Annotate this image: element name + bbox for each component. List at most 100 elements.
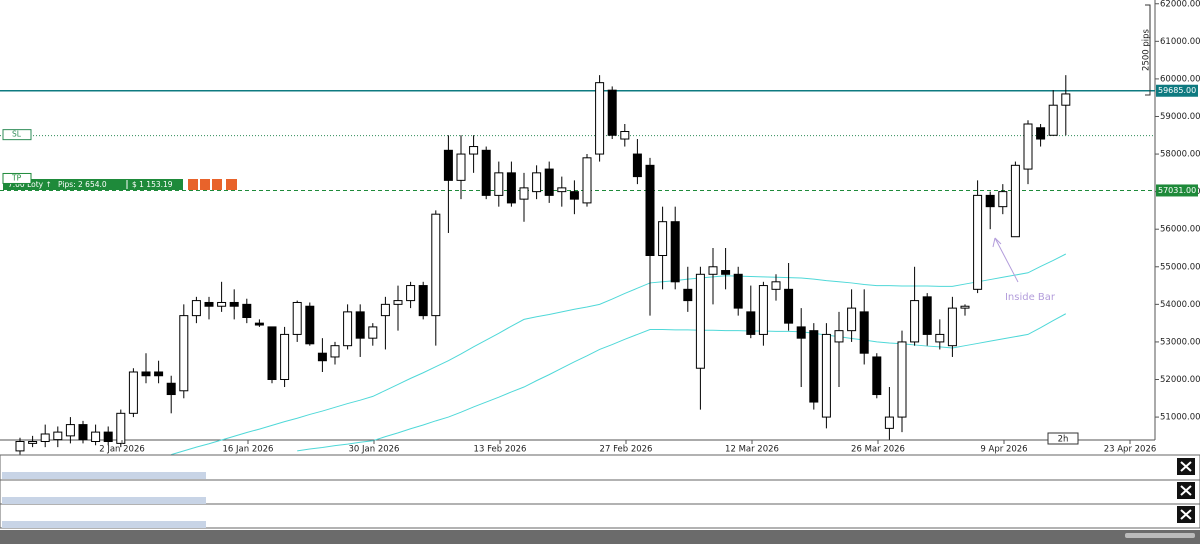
candle-body — [897, 341, 907, 418]
candle-body — [758, 285, 768, 335]
candle-body — [204, 301, 214, 307]
candle-body — [910, 300, 920, 343]
candle-body — [632, 153, 642, 178]
candle-body — [267, 326, 277, 381]
scrollbar[interactable] — [0, 530, 1200, 544]
y-tick-label: 55000.00 — [1160, 262, 1200, 272]
level-name-box — [2, 172, 32, 184]
candle-body — [960, 305, 970, 309]
candle-body — [506, 172, 516, 204]
candle-body — [532, 172, 542, 193]
candle-body — [695, 273, 705, 369]
price-label: 59685.00 — [1158, 86, 1196, 95]
candle-body — [884, 416, 894, 429]
y-tick-label: 53000.00 — [1160, 337, 1200, 347]
bottom-panels — [0, 454, 1200, 544]
candle-body — [91, 431, 101, 443]
level-name: TP — [11, 173, 22, 182]
y-tick-label: 59000.00 — [1160, 112, 1200, 122]
candle-body — [242, 303, 252, 319]
position-bar[interactable] — [3, 179, 183, 190]
close-icon — [1180, 485, 1192, 496]
candle-body — [280, 333, 290, 381]
candle-body — [481, 149, 491, 196]
y-tick-label: 54000.00 — [1160, 300, 1200, 310]
candle-body — [569, 191, 579, 200]
candle-body — [595, 82, 605, 155]
candle-body — [217, 301, 227, 307]
candle-body — [456, 153, 466, 181]
x-tick-label: 2 Jan 2026 — [99, 445, 145, 455]
candle-body — [53, 431, 63, 441]
candle-body — [1023, 123, 1033, 170]
level-name: SL — [12, 130, 22, 139]
x-tick-label: 13 Feb 2026 — [474, 445, 527, 455]
candle-body — [78, 424, 88, 441]
candle-body — [406, 285, 416, 302]
candle-body — [443, 149, 453, 181]
candle-body — [859, 311, 869, 354]
icon-button[interactable] — [188, 179, 198, 190]
level-name-box — [2, 129, 32, 141]
candle-body — [872, 356, 882, 396]
candle-body — [708, 266, 718, 275]
position-profit: $ 1 153.19 — [132, 180, 173, 189]
candle-body — [179, 315, 189, 392]
x-tick-label: 30 Jan 2026 — [349, 445, 400, 455]
candle-body — [947, 307, 957, 347]
candle-body — [557, 187, 567, 193]
panel-tab[interactable] — [2, 497, 206, 504]
candle-body — [620, 131, 630, 140]
candle-body — [998, 191, 1008, 208]
position-pips: Pips: 2 654.0 — [58, 180, 107, 189]
candle-body — [418, 285, 428, 317]
panel-tab[interactable] — [2, 521, 206, 528]
candle-body — [28, 441, 38, 444]
candle-body — [393, 300, 403, 305]
candle-body — [494, 172, 504, 196]
price-label-box — [1156, 184, 1198, 197]
candle-body — [380, 303, 390, 317]
position-lots: 7.00 Loty ↑ — [8, 180, 52, 189]
candle-body — [254, 322, 264, 326]
candle-body — [658, 221, 668, 257]
candle-body — [1061, 93, 1071, 106]
y-tick-label: 60000.00 — [1160, 74, 1200, 84]
x-tick-label: 16 Jan 2026 — [223, 445, 274, 455]
scroll-thumb[interactable] — [1125, 533, 1195, 538]
candle-body — [834, 330, 844, 343]
candle-body — [973, 194, 983, 290]
ruler-bracket — [1145, 4, 1151, 96]
x-tick-label: 23 Apr 2026 — [1104, 445, 1157, 455]
x-tick-label: 27 Feb 2026 — [600, 445, 653, 455]
icon-button[interactable] — [200, 179, 210, 190]
candle-body — [154, 371, 164, 377]
x-tick-label: 9 Apr 2026 — [980, 445, 1027, 455]
candle-body — [1048, 104, 1058, 136]
candle-body — [141, 371, 151, 377]
candle-body — [292, 301, 302, 335]
y-tick-label: 58000.00 — [1160, 150, 1200, 160]
x-tick-label: 26 Mar 2026 — [851, 445, 905, 455]
candle-body — [733, 273, 743, 309]
close-icon — [1180, 509, 1192, 520]
candle-body — [317, 352, 327, 362]
candle-body — [683, 288, 693, 302]
candle-body — [922, 296, 932, 335]
candle-body — [166, 382, 176, 396]
panel-tab[interactable] — [2, 472, 206, 479]
candle-body — [645, 164, 655, 257]
candle-body — [821, 333, 831, 418]
candle-body — [343, 311, 353, 347]
candle-body — [985, 194, 995, 208]
candle-body — [784, 288, 794, 324]
timeframe: 2h — [1058, 435, 1069, 445]
candle-body — [582, 157, 592, 204]
price-label-box — [1156, 84, 1198, 97]
icon-button[interactable] — [212, 179, 222, 190]
close-position-button[interactable] — [226, 179, 237, 190]
candle-body — [191, 300, 201, 317]
candle-body — [368, 326, 378, 339]
candle-body — [847, 307, 857, 332]
candle-body — [15, 441, 25, 452]
